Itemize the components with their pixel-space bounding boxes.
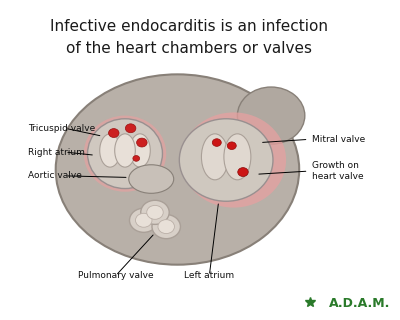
- Ellipse shape: [84, 116, 166, 192]
- Ellipse shape: [56, 74, 299, 265]
- Text: A.D.A.M.: A.D.A.M.: [329, 297, 390, 310]
- Text: Pulmonary valve: Pulmonary valve: [78, 271, 154, 280]
- Text: Mitral valve: Mitral valve: [312, 135, 366, 144]
- Circle shape: [141, 200, 169, 224]
- Circle shape: [133, 156, 140, 161]
- Circle shape: [212, 139, 221, 146]
- Circle shape: [238, 168, 248, 177]
- Text: Left atrium: Left atrium: [184, 271, 234, 280]
- Ellipse shape: [202, 134, 228, 180]
- Text: Tricuspid valve: Tricuspid valve: [28, 124, 95, 133]
- Ellipse shape: [115, 134, 135, 167]
- Circle shape: [227, 142, 236, 149]
- Ellipse shape: [179, 119, 273, 201]
- Text: Infective endocarditis is an infection: Infective endocarditis is an infection: [50, 19, 328, 34]
- Circle shape: [108, 129, 119, 138]
- Circle shape: [125, 124, 136, 133]
- Ellipse shape: [237, 87, 305, 144]
- Ellipse shape: [181, 112, 286, 208]
- Text: Right atrium: Right atrium: [28, 148, 84, 156]
- Text: of the heart chambers or valves: of the heart chambers or valves: [66, 41, 312, 56]
- Text: Aortic valve: Aortic valve: [28, 172, 82, 180]
- Ellipse shape: [100, 134, 120, 167]
- Ellipse shape: [129, 165, 174, 193]
- Circle shape: [130, 208, 158, 232]
- Circle shape: [152, 215, 180, 239]
- Circle shape: [158, 220, 174, 234]
- Circle shape: [136, 213, 152, 227]
- Text: Growth on
heart valve: Growth on heart valve: [312, 161, 364, 181]
- Ellipse shape: [88, 119, 162, 188]
- Circle shape: [137, 138, 147, 147]
- Circle shape: [147, 205, 163, 219]
- Ellipse shape: [224, 134, 251, 180]
- Ellipse shape: [130, 134, 150, 167]
